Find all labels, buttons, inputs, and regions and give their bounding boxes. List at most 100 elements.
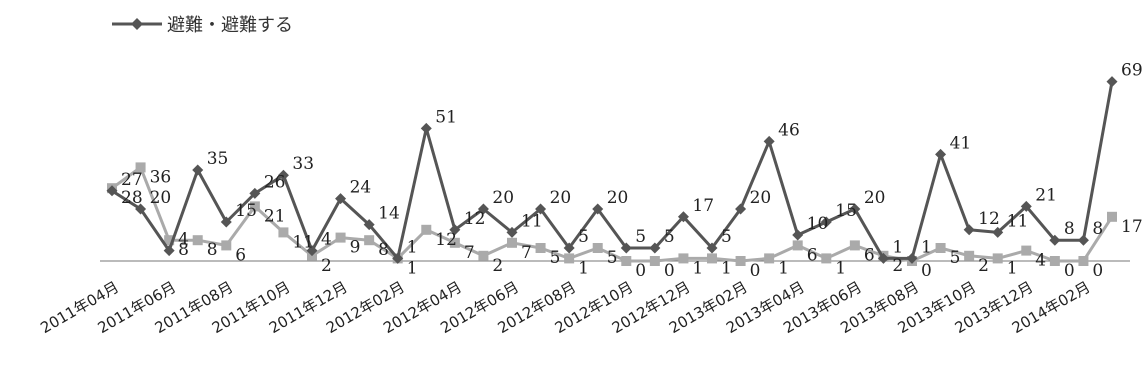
data-label: 33 [292, 154, 314, 174]
data-label: 6 [807, 245, 818, 265]
data-label: 8 [207, 240, 218, 260]
data-point [220, 216, 232, 228]
data-point [792, 229, 804, 241]
data-point [507, 237, 517, 248]
data-point [677, 211, 689, 223]
data-point [1049, 256, 1060, 266]
data-label: 1 [1007, 258, 1018, 278]
data-point [106, 185, 118, 197]
data-point [392, 252, 404, 264]
data-label: 20 [750, 188, 772, 208]
data-point [364, 235, 375, 246]
data-label: 24 [350, 178, 372, 198]
data-label: 7 [521, 243, 532, 263]
data-point [421, 224, 432, 235]
data-point [849, 203, 861, 215]
data-point [935, 243, 946, 253]
data-label: 0 [921, 261, 932, 281]
data-point [963, 224, 975, 236]
data-point [249, 187, 261, 199]
series-layer [106, 76, 1118, 266]
data-label: 8 [1064, 219, 1075, 239]
data-label: 2 [321, 256, 332, 276]
data-label: 1 [407, 237, 418, 257]
data-point [277, 169, 289, 181]
data-label: 41 [950, 133, 972, 153]
data-label: 4 [178, 230, 189, 250]
data-point [535, 243, 546, 253]
data-point [764, 253, 775, 264]
data-label: 69 [1121, 61, 1143, 81]
data-label: 5 [578, 227, 589, 247]
data-label: 4 [321, 230, 332, 250]
data-label: 21 [1035, 185, 1057, 205]
data-label: 35 [207, 149, 229, 169]
data-point [763, 135, 775, 147]
data-label: 1 [692, 258, 703, 278]
data-point [1106, 76, 1118, 88]
data-point [649, 256, 660, 266]
data-point [592, 243, 603, 253]
data-label: 2 [892, 256, 903, 276]
data-label: 8 [1092, 219, 1103, 239]
data-point [678, 253, 689, 264]
data-point [935, 148, 947, 160]
data-point [820, 216, 832, 228]
data-label: 20 [864, 188, 886, 208]
data-label: 5 [664, 227, 675, 247]
data-label: 11 [292, 232, 314, 252]
data-label: 2 [978, 256, 989, 276]
data-point [992, 253, 1003, 264]
data-label: 1 [892, 237, 903, 257]
data-label: 5 [550, 248, 561, 268]
data-point [706, 242, 718, 254]
data-label: 0 [1064, 261, 1075, 281]
data-label: 5 [607, 248, 618, 268]
data-point [707, 253, 717, 264]
data-label: 20 [150, 188, 172, 208]
data-point [906, 252, 918, 264]
data-point [1078, 256, 1089, 266]
data-point [477, 203, 489, 215]
legend-series-label: 避難・避難する [167, 15, 293, 36]
data-point [478, 250, 489, 261]
data-point [335, 232, 346, 243]
data-label: 6 [864, 245, 875, 265]
data-point [335, 193, 347, 205]
data-point [735, 203, 747, 215]
data-label: 0 [635, 261, 646, 281]
data-point [278, 227, 289, 238]
data-label: 7 [464, 243, 475, 263]
data-point [192, 235, 203, 246]
data-point [1021, 245, 1032, 256]
data-point [649, 242, 661, 254]
data-label: 2 [492, 256, 503, 276]
data-point [849, 240, 860, 251]
legend: 避難・避難する [112, 15, 293, 36]
data-label: 15 [835, 201, 857, 221]
data-point [1107, 211, 1117, 222]
data-label: 51 [435, 107, 457, 127]
data-label: 1 [407, 258, 418, 278]
data-label: 9 [350, 238, 361, 258]
data-point [163, 245, 175, 257]
legend-marker-diamond [131, 18, 143, 30]
series-0 [106, 76, 1118, 264]
data-point [620, 242, 632, 254]
data-point [563, 242, 575, 254]
data-point [135, 203, 147, 215]
data-label: 5 [721, 227, 732, 247]
data-label: 20 [492, 188, 514, 208]
data-point [964, 250, 975, 261]
data-label: 5 [635, 227, 646, 247]
data-label: 0 [1092, 261, 1103, 281]
data-point [592, 203, 604, 215]
data-label: 1 [778, 258, 789, 278]
data-label: 12 [435, 230, 457, 250]
data-label: 20 [607, 188, 629, 208]
data-label: 26 [264, 172, 286, 192]
data-label: 8 [178, 240, 189, 260]
data-label: 14 [378, 204, 400, 224]
x-tick-labels: 2011年04月2011年06月2011年08月2011年10月2011年12月… [37, 278, 1093, 337]
